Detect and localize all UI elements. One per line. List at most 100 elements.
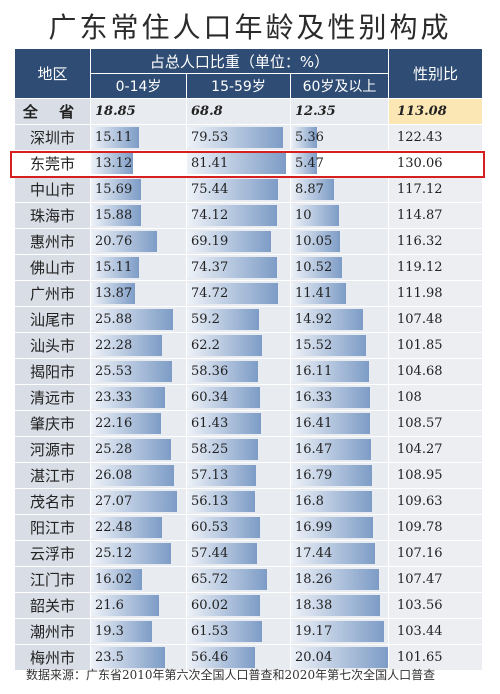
value-label: 16.99	[295, 520, 333, 535]
value-cell-age-15-59: 81.41	[186, 150, 291, 177]
value-label: 25.88	[95, 312, 133, 327]
value-label: 15.11	[95, 260, 133, 275]
value-bar	[291, 361, 369, 382]
value-cell-age-0-14: 16.02	[90, 566, 187, 593]
value-bar	[291, 465, 373, 486]
table-row: 湛江市 26.08 57.13 16.79 108.95	[14, 462, 483, 489]
value-cell-age-0-14: 18.85	[90, 98, 187, 125]
value-bar	[91, 517, 163, 538]
value-bar	[187, 595, 260, 616]
sex-ratio-cell: 116.32	[388, 228, 483, 255]
value-label: 15.69	[95, 182, 133, 197]
value-bar	[291, 491, 373, 512]
table-row: 潮州市 19.3 61.53 19.17 103.44	[14, 618, 483, 645]
value-label: 16.02	[95, 572, 133, 587]
sex-ratio-cell: 108.57	[388, 410, 483, 437]
table-body: 全 省 18.85 68.8 12.35 113.08 深圳市 15.11 79.53 5.36…	[14, 98, 483, 671]
value-label: 22.28	[95, 338, 133, 353]
table-row: 全 省 18.85 68.8 12.35 113.08	[14, 98, 483, 125]
value-cell-age-15-59: 74.12	[186, 202, 291, 229]
value-cell-age-15-59: 60.34	[186, 384, 291, 411]
value-cell-age-60: 11.41	[290, 280, 389, 307]
value-label: 19.17	[295, 624, 333, 639]
value-cell-age-15-59: 58.36	[186, 358, 291, 385]
value-cell-age-0-14: 26.08	[90, 462, 187, 489]
value-cell-age-60: 19.17	[290, 618, 389, 645]
table-row: 河源市 25.28 58.25 16.47 104.27	[14, 436, 483, 463]
region-cell: 河源市	[14, 436, 91, 463]
value-cell-age-0-14: 25.28	[90, 436, 187, 463]
data-source-note: 数据来源：广东省2010年第六次全国人口普查和2020年第七次全国人口普查	[26, 668, 436, 682]
value-bar	[187, 647, 256, 668]
sex-ratio-cell: 111.98	[388, 280, 483, 307]
sex-ratio-cell: 117.12	[388, 176, 483, 203]
value-label: 16.33	[295, 390, 333, 405]
table-row: 广州市 13.87 74.72 11.41 111.98	[14, 280, 483, 307]
value-bar	[291, 153, 318, 174]
value-bar	[91, 595, 160, 616]
value-cell-age-0-14: 25.53	[90, 358, 187, 385]
value-cell-age-60: 5.47	[290, 150, 389, 177]
value-label: 27.07	[95, 494, 133, 509]
value-label: 61.53	[191, 624, 229, 639]
value-cell-age-15-59: 60.02	[186, 592, 291, 619]
value-cell-age-15-59: 56.13	[186, 488, 291, 515]
sex-ratio-cell: 104.27	[388, 436, 483, 463]
value-bar	[187, 283, 278, 304]
sex-ratio-cell: 107.48	[388, 306, 483, 333]
region-cell: 佛山市	[14, 254, 91, 281]
value-cell-age-15-59: 75.44	[186, 176, 291, 203]
value-bar	[91, 491, 177, 512]
value-label: 60.02	[191, 598, 229, 613]
value-bar	[291, 127, 317, 148]
value-bar	[187, 153, 286, 174]
value-bar	[291, 413, 371, 434]
value-cell-age-60: 12.35	[290, 98, 389, 125]
value-label: 13.12	[95, 156, 133, 171]
region-cell: 广州市	[14, 280, 91, 307]
value-cell-age-60: 10.52	[290, 254, 389, 281]
value-cell-age-0-14: 13.87	[90, 280, 187, 307]
value-cell-age-0-14: 15.11	[90, 124, 187, 151]
value-cell-age-60: 10	[290, 202, 389, 229]
value-bar	[91, 179, 141, 200]
value-label: 69.19	[191, 234, 229, 249]
table-row: 梅州市 23.5 56.46 20.04 101.65	[14, 644, 483, 671]
region-cell: 肇庆市	[14, 410, 91, 437]
value-bar	[187, 621, 262, 642]
header-age-60: 60岁及以上	[290, 73, 389, 99]
sex-ratio-cell: 107.47	[388, 566, 483, 593]
value-bar	[187, 465, 257, 486]
table-row: 云浮市 25.12 57.44 17.44 107.16	[14, 540, 483, 567]
value-cell-age-0-14: 23.33	[90, 384, 187, 411]
value-bar	[91, 283, 135, 304]
value-bar	[91, 621, 153, 642]
value-cell-age-15-59: 59.2	[186, 306, 291, 333]
value-cell-age-60: 8.87	[290, 176, 389, 203]
region-cell: 汕尾市	[14, 306, 91, 333]
value-cell-age-15-59: 74.72	[186, 280, 291, 307]
value-bar	[187, 335, 263, 356]
value-cell-age-15-59: 61.43	[186, 410, 291, 437]
table-row: 韶关市 21.6 60.02 18.38 103.56	[14, 592, 483, 619]
value-cell-age-0-14: 13.12	[90, 150, 187, 177]
sex-ratio-cell: 109.63	[388, 488, 483, 515]
value-bar	[91, 465, 174, 486]
value-bar	[91, 205, 142, 226]
value-bar	[291, 387, 371, 408]
value-label: 8.87	[295, 182, 324, 197]
value-bar	[291, 595, 380, 616]
sex-ratio-cell: 107.16	[388, 540, 483, 567]
sex-ratio-cell: 122.43	[388, 124, 483, 151]
value-bar	[91, 361, 172, 382]
sex-ratio-cell: 104.68	[388, 358, 483, 385]
value-cell-age-60: 18.26	[290, 566, 389, 593]
value-label: 59.2	[191, 312, 220, 327]
value-bar	[91, 543, 171, 564]
value-label: 61.43	[191, 416, 229, 431]
value-cell-age-0-14: 25.88	[90, 306, 187, 333]
value-bar	[187, 491, 255, 512]
value-label: 65.72	[191, 572, 229, 587]
value-label: 16.8	[295, 494, 324, 509]
table-row: 惠州市 20.76 69.19 10.05 116.32	[14, 228, 483, 255]
